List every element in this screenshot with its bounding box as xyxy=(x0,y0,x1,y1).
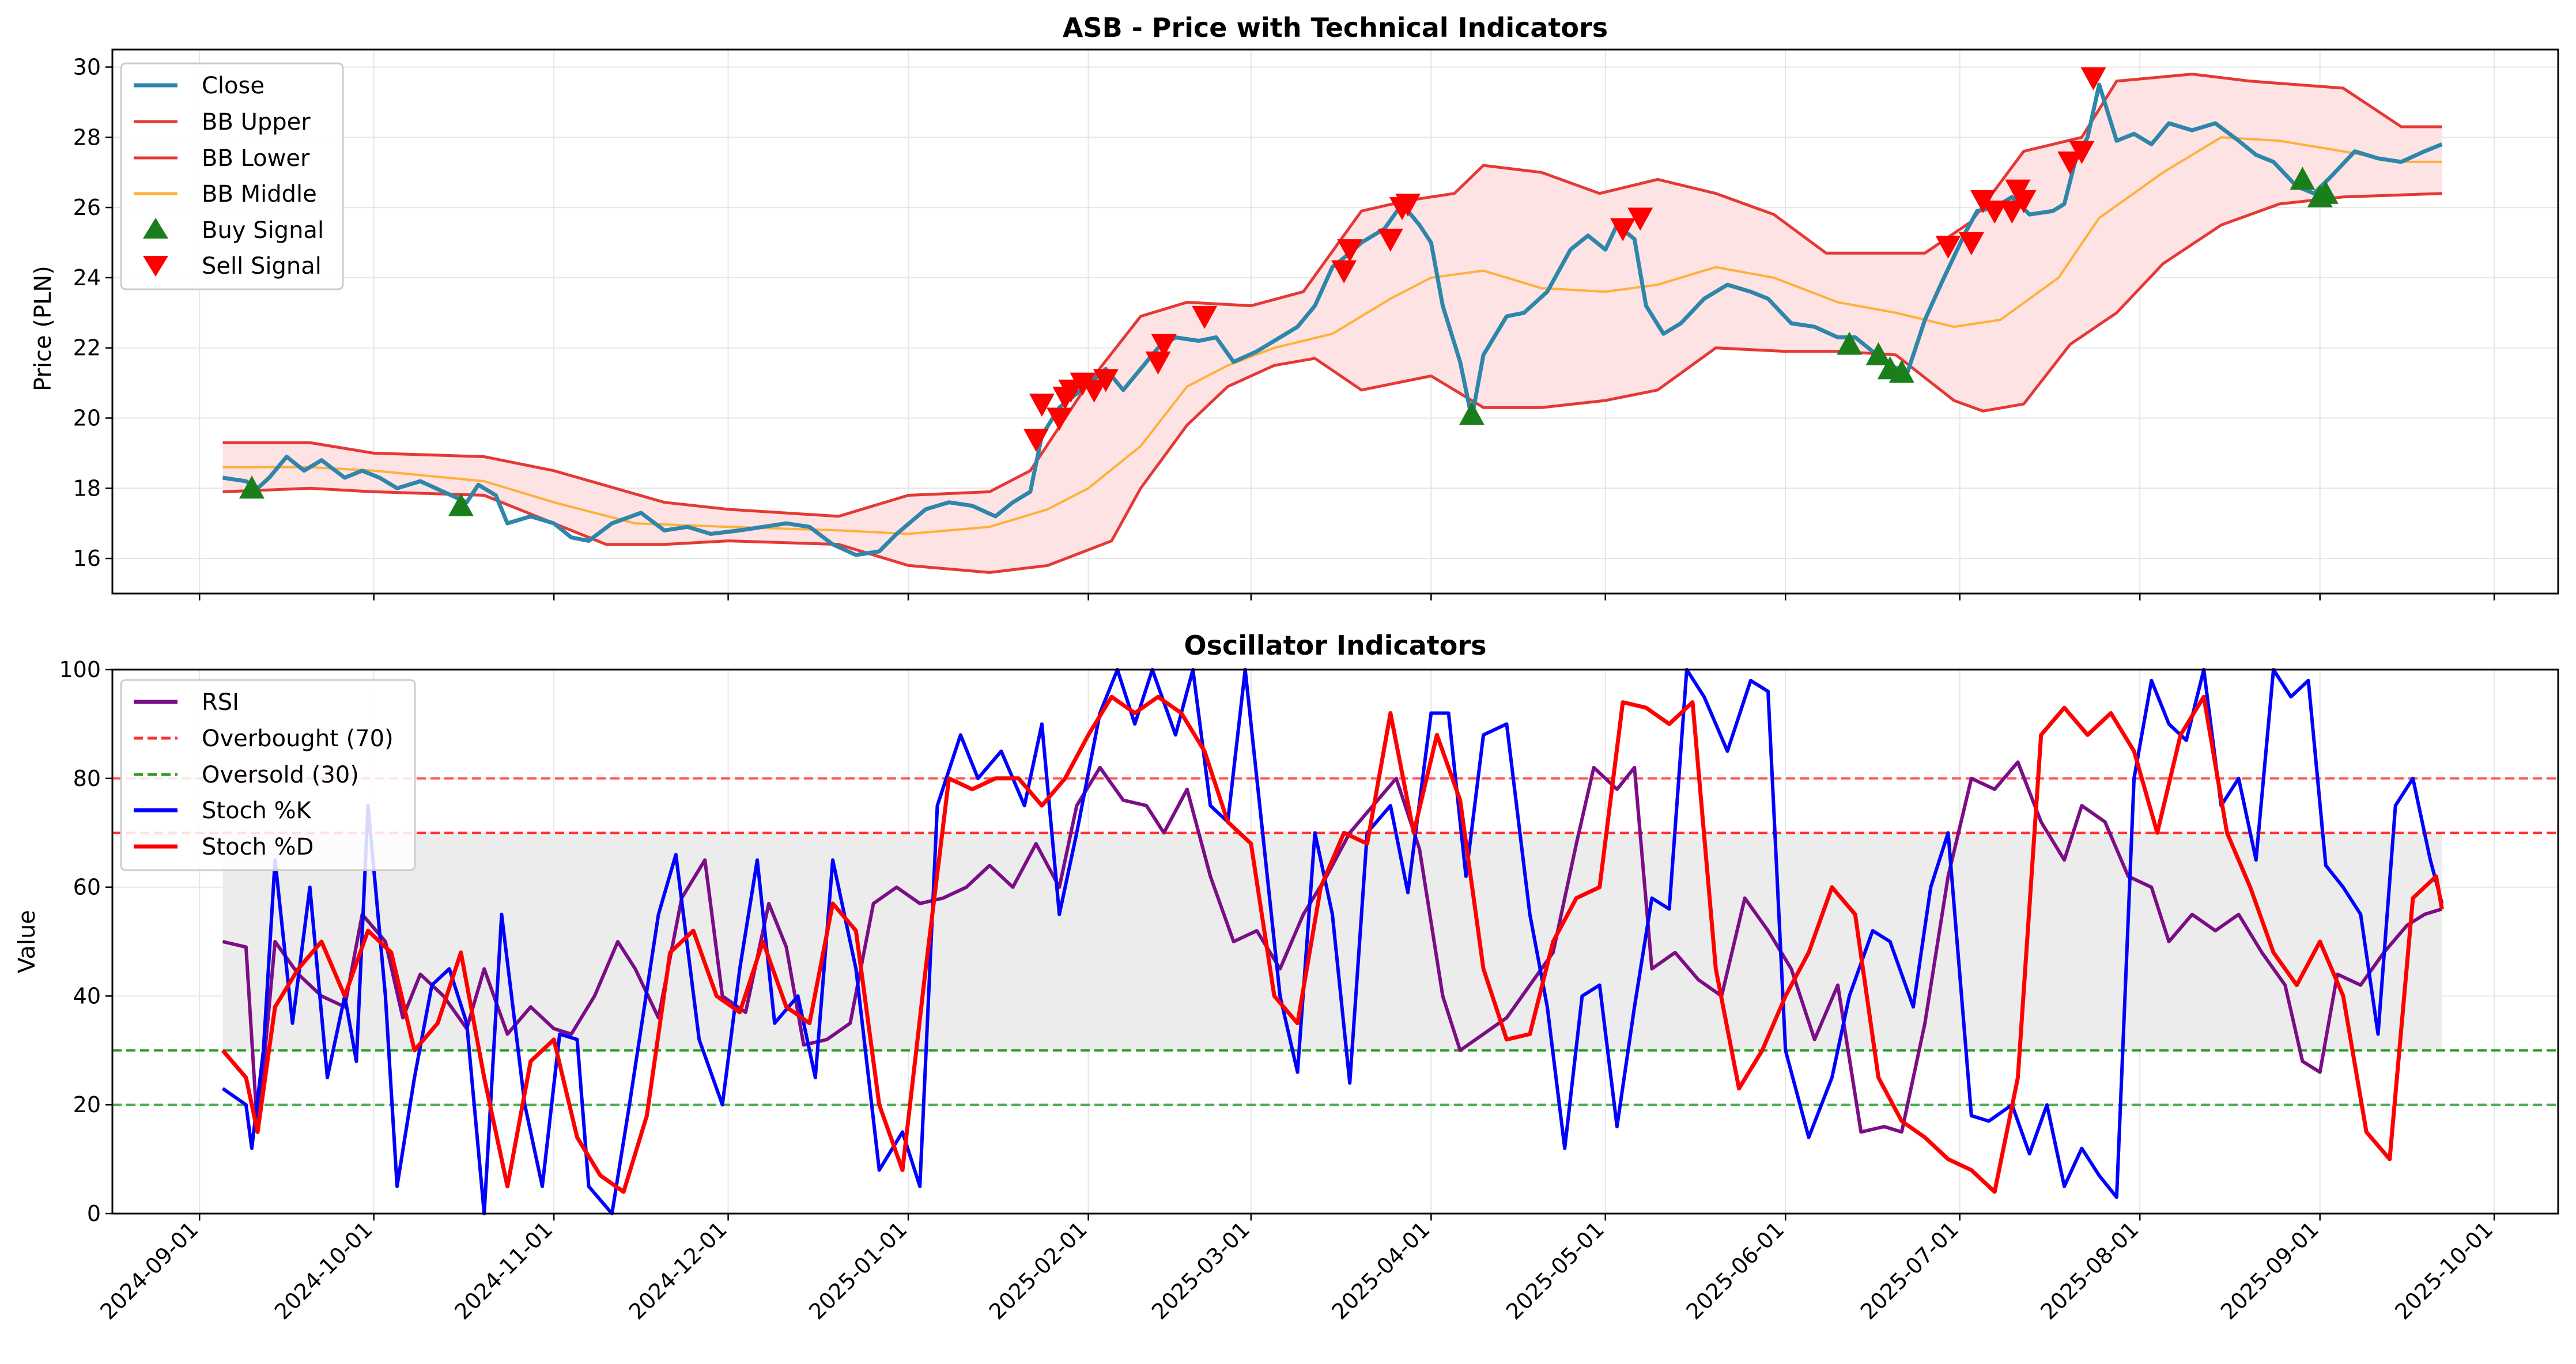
legend-sell-signal-label: Sell Signal xyxy=(202,253,322,279)
sell-signal-marker xyxy=(1958,232,1984,255)
oscillator-legend-box xyxy=(120,679,416,871)
y-tick-label: 80 xyxy=(73,766,101,791)
series-stoch-d-line xyxy=(221,694,2444,1194)
sell-signal-marker xyxy=(1999,201,2025,224)
legend-bb-upper-label: BB Upper xyxy=(202,109,311,135)
price-legend: Close BB Upper BB Lower BB Middle Buy Si… xyxy=(120,62,344,290)
y-tick-label: 24 xyxy=(73,265,101,290)
legend-stoch-d-label: Stoch %D xyxy=(202,834,313,860)
legend-bb-middle-label: BB Middle xyxy=(202,181,317,207)
price-plot-area xyxy=(222,67,2443,575)
sell-signal-marker xyxy=(1377,228,1403,252)
sell-signal-marker xyxy=(1395,193,1421,217)
price-y-axis-label: Price (PLN) xyxy=(30,266,56,391)
sell-signal-marker xyxy=(1935,236,1961,259)
buy-signal-marker xyxy=(2313,180,2339,204)
buy-signal-marker xyxy=(1837,331,1863,355)
sell-signal-marker xyxy=(2057,151,2083,175)
y-tick-label: 60 xyxy=(73,875,101,900)
price-x-ticks xyxy=(198,594,2495,600)
y-tick-label: 40 xyxy=(73,983,101,1008)
legend-sell-signal-marker xyxy=(143,256,168,277)
buy-signal-marker xyxy=(1459,402,1485,425)
buy-signal-marker xyxy=(1888,360,1914,383)
sell-signal-marker xyxy=(1610,218,1636,241)
series-bb-upper-line xyxy=(222,73,2442,518)
legend-close-label: Close xyxy=(202,73,265,99)
y-tick-label: 30 xyxy=(73,54,101,80)
legend-buy-signal-marker xyxy=(143,218,168,239)
sell-signal-marker xyxy=(1081,379,1107,403)
y-tick-label: 18 xyxy=(73,475,101,501)
sell-signal-marker xyxy=(1093,369,1119,392)
price-panel-title: ASB - Price with Technical Indicators xyxy=(1063,12,1608,43)
price-axes-frame xyxy=(111,48,2559,595)
buy-signal-marker xyxy=(448,493,474,516)
y-tick-label: 100 xyxy=(59,657,101,682)
sell-signal-marker xyxy=(2069,141,2095,164)
buy-signal-marker xyxy=(1865,342,1891,365)
sell-signal-marker xyxy=(2011,190,2037,213)
price-legend-box xyxy=(120,62,344,290)
legend-overbought-label: Overbought (70) xyxy=(202,726,394,752)
series-close-line xyxy=(222,82,2443,557)
legend-stoch-k-label: Stoch %K xyxy=(202,798,312,824)
sell-signal-marker xyxy=(1047,407,1072,431)
series-stoch-k-line xyxy=(221,668,2444,1215)
sell-signal-marker xyxy=(1145,352,1171,375)
series-bb-middle-line xyxy=(222,136,2442,535)
sell-signal-marker xyxy=(1192,305,1218,329)
series-bb-lower-line xyxy=(222,192,2442,575)
sell-signal-marker xyxy=(1023,429,1049,452)
bollinger-band-fill xyxy=(222,74,2442,573)
buy-signal-marker xyxy=(2290,167,2316,190)
price-panel: ASB - Price with Technical Indicators Pr… xyxy=(30,12,2559,600)
sell-signal-marker xyxy=(1337,239,1363,263)
oscillator-y-ticks: 0 20 40 60 80 100 xyxy=(59,657,112,1226)
sell-signal-marker xyxy=(1151,334,1177,357)
y-tick-label: 26 xyxy=(73,195,101,220)
sell-signal-marker xyxy=(2080,67,2106,90)
oscillator-panel-title: Oscillator Indicators xyxy=(1184,630,1487,661)
sell-signal-marker xyxy=(1627,207,1653,231)
y-tick-label: 16 xyxy=(73,546,101,571)
price-y-ticks: 16 18 20 22 24 26 28 30 xyxy=(73,54,112,571)
oscillator-y-axis-label: Value xyxy=(14,910,40,973)
sell-signal-marker xyxy=(1029,394,1055,417)
y-tick-label: 20 xyxy=(73,405,101,430)
sell-signal-marker xyxy=(1982,201,2008,224)
legend-oversold-label: Oversold (30) xyxy=(202,762,359,788)
buy-signal-marker xyxy=(239,475,265,499)
legend-bb-lower-label: BB Lower xyxy=(202,145,310,172)
oscillator-axes-frame xyxy=(111,668,2559,1215)
sell-signal-marker xyxy=(1331,260,1357,284)
legend-buy-signal-label: Buy Signal xyxy=(202,217,324,244)
y-tick-label: 20 xyxy=(73,1092,101,1117)
y-tick-label: 28 xyxy=(73,124,101,150)
legend-rsi-label: RSI xyxy=(202,689,239,716)
oscillator-plot-area xyxy=(112,668,2558,1215)
y-tick-label: 0 xyxy=(87,1201,101,1226)
sell-signal-marker xyxy=(1070,372,1096,396)
y-tick-label: 22 xyxy=(73,335,101,361)
oscillator-legend: RSI Overbought (70) Oversold (30) Stoch … xyxy=(120,679,416,871)
